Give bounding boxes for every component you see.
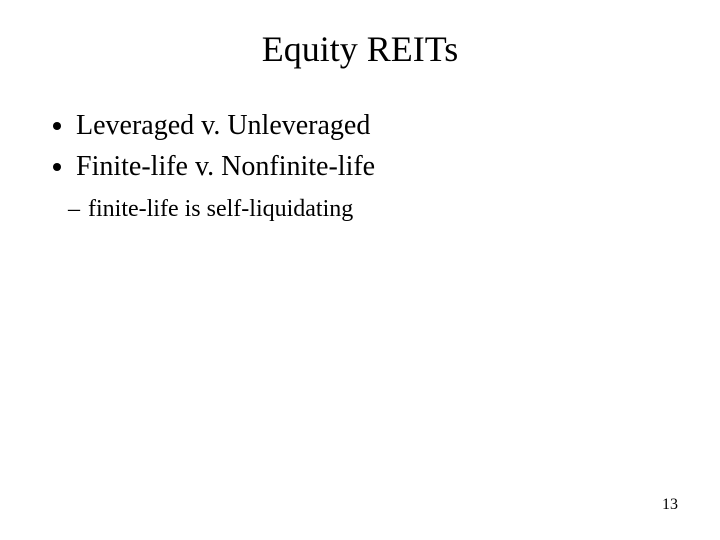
page-number: 13 bbox=[662, 496, 678, 514]
sub-bullet-item: finite-life is self-liquidating bbox=[88, 194, 666, 224]
bullet-list: Leveraged v. Unleveraged Finite-life v. … bbox=[54, 108, 666, 184]
bullet-item: Leveraged v. Unleveraged bbox=[76, 108, 666, 143]
sub-bullet-list: finite-life is self-liquidating bbox=[54, 194, 666, 224]
slide-title: Equity REITs bbox=[54, 28, 666, 70]
bullet-item: Finite-life v. Nonfinite-life bbox=[76, 149, 666, 184]
slide: Equity REITs Leveraged v. Unleveraged Fi… bbox=[0, 0, 720, 540]
